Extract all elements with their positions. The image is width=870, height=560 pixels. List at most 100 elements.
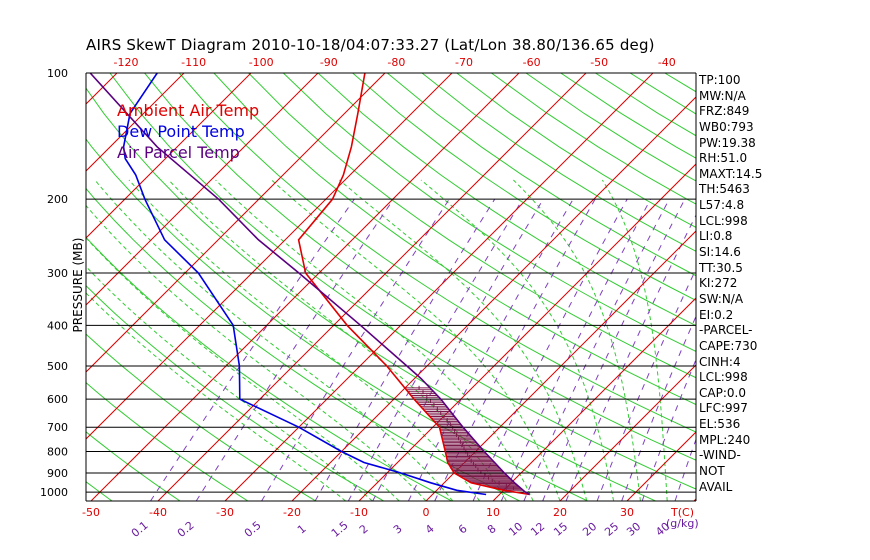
cape-hatch-area [404,385,524,491]
pressure-tick-500: 500 [47,360,68,373]
moist-adiabat [339,179,588,501]
index-sw: SW:N/A [699,291,744,306]
index-wb0: WB0:793 [699,119,754,134]
bottom-temp-tick-20: 20 [553,506,567,519]
top-temp-tick--100: -100 [249,56,274,69]
index-rh: RH:51.0 [699,151,748,166]
mixing-ratio-label-8: 8 [485,522,499,536]
isotherm [425,230,696,501]
top-temp-tick--80: -80 [387,56,405,69]
legend-air-parcel-temp: Air Parcel Temp [117,143,240,162]
isotherm [0,73,50,501]
moist-adiabat [86,265,373,501]
mixing-ratio-line [434,198,596,501]
mixing-ratio-label-1.5: 1.5 [329,519,351,540]
top-temp-tick--40: -40 [658,56,676,69]
isotherm [90,73,520,501]
mixing-ratio-label-10: 10 [506,520,525,539]
profile-lines [89,73,531,496]
mixing-ratio-label-0.1: 0.1 [129,519,151,540]
pressure-tick-1000: 1000 [40,486,68,499]
moist-adiabat [513,179,641,501]
isotherm [492,297,696,501]
y-axis-label: PRESSURE (MB) [71,238,85,333]
isotherm-lines [0,73,870,501]
dry-adiabat [86,333,317,501]
isotherm [86,73,252,239]
dry-adiabat [525,73,696,182]
moist-adiabat [86,204,427,501]
mixing-ratio-label-12: 12 [528,520,547,539]
pressure-tick-200: 200 [47,193,68,206]
dry-adiabat [144,73,696,461]
dry-adiabat [213,73,696,406]
index-ki: KI:272 [699,276,738,291]
dry-adiabat [386,73,696,277]
isotherm [157,73,587,501]
dry-adiabat [248,73,696,379]
mixing-ratio-line [523,198,670,501]
top-temp-tick--90: -90 [320,56,338,69]
legend-dew-point-temp: Dew Point Temp [117,122,245,141]
index-wind-header: -WIND- [699,448,741,463]
isotherm [86,73,386,373]
top-temp-tick--120: -120 [114,56,139,69]
mixing-ratio-label-25: 25 [602,520,621,539]
bottom-temp-tick--20: -20 [283,506,301,519]
dew-point-temp-line [122,73,487,496]
mixing-ratio-line [641,358,696,501]
bottom-temp-tick-0: 0 [423,506,430,519]
dry-adiabat [86,382,249,501]
isotherm [86,73,185,172]
pressure-tick-300: 300 [47,267,68,280]
index-li: LI:0.8 [699,229,733,244]
index-mpl: MPL:240 [699,432,751,447]
mixing-ratio-label-1: 1 [295,522,309,536]
index-cape: CAPE:730 [699,338,758,353]
temp-unit-label: T(C) [670,506,694,519]
index-parcel-header: -PARCEL- [699,323,753,338]
top-temp-tick--60: -60 [523,56,541,69]
bottom-temp-tick-30: 30 [620,506,634,519]
mixing-ratio-line [150,198,355,501]
index-parcel-lcl: LCL:998 [699,370,748,385]
isotherm [828,73,870,501]
dry-adiabat [178,73,696,433]
stability-indices: TP:100 MW:N/A FRZ:849 WB0:793 PW:19.38 R… [699,73,789,495]
index-pw: PW:19.38 [699,135,756,150]
index-maxt: MAXT:14.5 [699,166,763,181]
legend-ambient-air-temp: Ambient Air Temp [117,101,260,120]
mixing-ratio-label-0.2: 0.2 [175,519,197,540]
dry-adiabat [282,73,696,352]
mixing-ratio-label-30: 30 [624,520,643,539]
moist-adiabat [86,292,346,501]
bottom-temp-tick-10: 10 [486,506,500,519]
mixing-ratio-label-15: 15 [551,520,570,539]
ambient-air-temp-line [297,73,530,496]
index-ei: EI:0.2 [699,307,734,322]
isotherm [358,163,696,501]
mixing-ratio-line [596,268,696,501]
mixing-ratio-line [314,198,496,501]
isotherm [86,73,453,440]
dry-adiabat [421,73,696,252]
dry-adiabat [86,138,588,501]
pressure-tick-600: 600 [47,393,68,406]
isotherm [559,364,696,501]
dry-adiabat [491,73,696,205]
mixing-ratio-line [500,198,652,501]
pressure-tick-400: 400 [47,319,68,332]
dry-adiabat [86,87,656,501]
isotherm [86,73,118,105]
mixing-ratio-line [542,198,686,501]
pressure-tick-700: 700 [47,421,68,434]
top-temp-tick--110: -110 [181,56,206,69]
dry-adiabat [86,187,520,501]
mixing-ratio-label-4: 4 [423,522,437,536]
index-lcl: LCL:998 [699,213,748,228]
chart-title: AIRS SkewT Diagram 2010-10-18/04:07:33.2… [86,36,655,54]
pressure-tick-800: 800 [47,446,68,459]
index-tp: TP:100 [699,73,741,87]
mixing-ratio-line [565,214,696,501]
dry-adiabat [317,73,696,327]
